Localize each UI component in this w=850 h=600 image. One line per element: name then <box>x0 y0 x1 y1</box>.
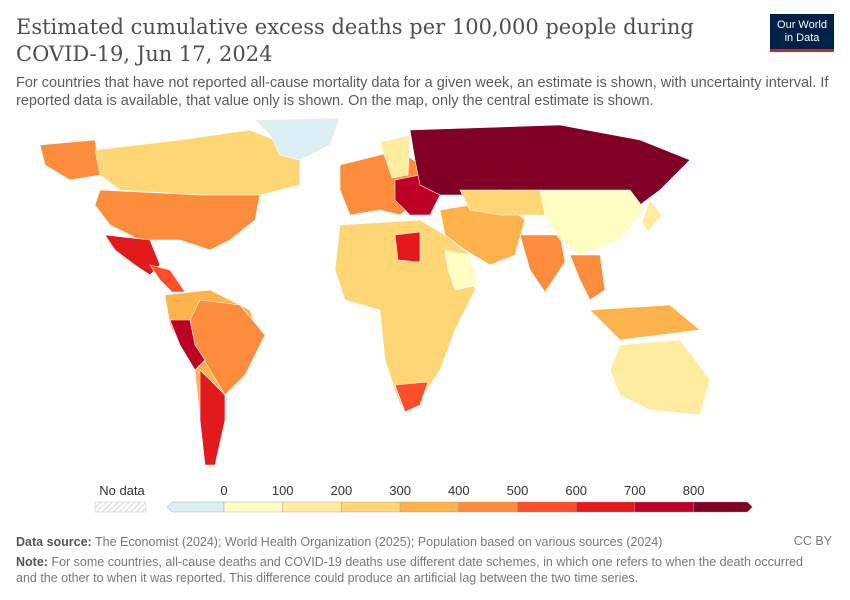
legend-tick-label: 600 <box>565 483 587 498</box>
region-kazakhstan[interactable] <box>459 189 546 216</box>
logo-line1: Our World <box>777 19 827 31</box>
note: Note: For some countries, all-cause deat… <box>16 554 806 586</box>
region-indonesia[interactable] <box>589 304 701 341</box>
legend-bin[interactable] <box>399 501 459 513</box>
logo-line2: in Data <box>784 32 820 44</box>
legend-bin[interactable] <box>517 501 577 513</box>
legend: No data 0 100 200 300 400 500 600 700 800 <box>94 483 753 513</box>
legend-tick-label: 700 <box>624 483 646 498</box>
legend-bin[interactable] <box>693 501 753 513</box>
legend-tick-label: 200 <box>331 483 353 498</box>
region-southeast-asia[interactable] <box>569 254 606 301</box>
region-horn-of-africa[interactable] <box>444 249 479 291</box>
legend-bin[interactable] <box>166 501 225 513</box>
legend-tick-label: 300 <box>389 483 411 498</box>
legend-bin[interactable] <box>282 501 342 513</box>
region-india[interactable] <box>519 234 566 293</box>
legend-tick-label: 800 <box>683 483 705 498</box>
region-alaska[interactable] <box>39 139 101 181</box>
region-united-states[interactable] <box>94 189 261 251</box>
region-canada[interactable] <box>94 129 301 196</box>
legend-tick-label: 0 <box>220 483 227 498</box>
region-china[interactable] <box>539 189 646 256</box>
note-text: For some countries, all-cause deaths and… <box>16 555 804 585</box>
region-japan[interactable] <box>641 199 663 233</box>
owid-logo[interactable]: Our World in Data <box>770 14 834 52</box>
license[interactable]: CC BY <box>793 534 832 548</box>
region-peru[interactable] <box>169 319 206 371</box>
region-scandinavia[interactable] <box>379 134 411 179</box>
chart-subtitle: For countries that have not reported all… <box>16 75 829 109</box>
region-libya[interactable] <box>394 231 421 263</box>
legend-tick-label: 100 <box>272 483 294 498</box>
region-australia[interactable] <box>609 339 711 416</box>
legend-bin[interactable] <box>634 501 694 513</box>
source-label: Data source: <box>16 535 92 549</box>
region-south-africa[interactable] <box>394 381 429 413</box>
region-argentina[interactable] <box>199 369 226 466</box>
source-text[interactable]: The Economist (2024); World Health Organ… <box>94 535 663 549</box>
chart-title: Estimated cumulative excess deaths per 1… <box>16 15 694 66</box>
legend-bin[interactable] <box>458 501 518 513</box>
region-central-america[interactable] <box>149 264 186 293</box>
data-source: Data source: The Economist (2024); World… <box>16 534 662 550</box>
region-greenland[interactable] <box>254 117 341 161</box>
legend-tick-label: 500 <box>507 483 529 498</box>
legend-bin[interactable] <box>223 501 283 513</box>
legend-bin[interactable] <box>576 501 636 513</box>
world-map <box>39 117 711 466</box>
note-label: Note: <box>16 555 48 569</box>
no-data-label: No data <box>99 483 145 498</box>
region-mexico[interactable] <box>104 234 161 276</box>
legend-tick-label: 400 <box>448 483 470 498</box>
no-data-swatch <box>94 501 147 513</box>
legend-bin[interactable] <box>341 501 401 513</box>
